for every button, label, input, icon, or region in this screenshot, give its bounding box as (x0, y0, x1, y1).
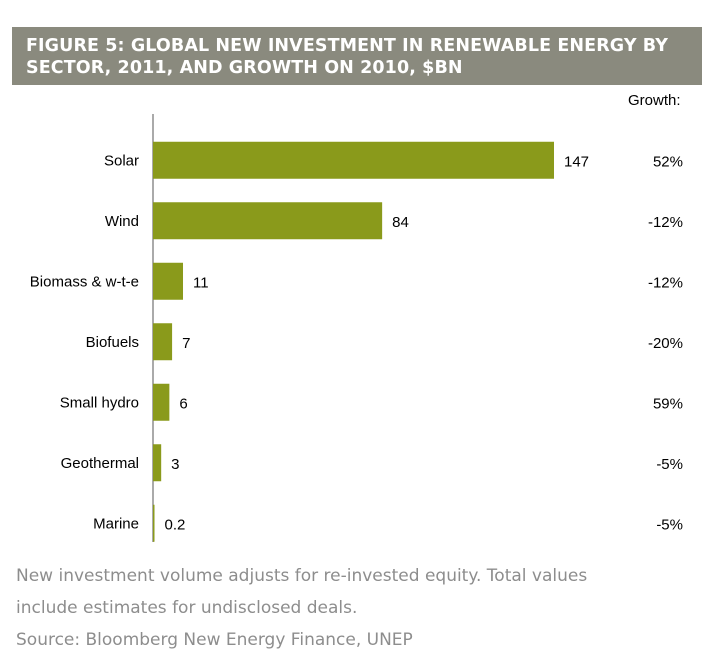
category-label-2: Biomass & w-t-e (30, 273, 139, 290)
value-label-1: 84 (392, 214, 409, 231)
source-line: Source: Bloomberg New Energy Finance, UN… (16, 630, 413, 650)
growth-label-3: -20% (648, 335, 683, 352)
value-label-2: 11 (193, 274, 209, 291)
bar-5 (153, 444, 162, 482)
bar-3 (153, 323, 173, 361)
value-label-5: 3 (171, 456, 179, 473)
bar-1 (153, 202, 383, 240)
growth-column-header: Growth: (628, 92, 681, 109)
chart-notes: New investment volume adjusts for re-inv… (16, 560, 696, 656)
growth-label-2: -12% (648, 274, 683, 291)
growth-label-6: -5% (656, 516, 683, 533)
growth-label-4: 59% (653, 395, 683, 412)
growth-label-0: 52% (653, 153, 683, 170)
bar-2 (153, 262, 184, 300)
bar-0 (153, 141, 554, 179)
category-label-6: Marine (93, 515, 139, 532)
bar-6 (153, 504, 155, 542)
bar-chart: Solar 147 52% Wind 84 -12% Biomass & w-t-e 11 -1… (30, 114, 683, 542)
value-label-6: 0.2 (165, 516, 186, 533)
value-label-0: 147 (564, 153, 589, 170)
category-label-5: Geothermal (61, 455, 139, 472)
value-label-3: 7 (182, 335, 190, 352)
note-line-2: include estimates for undisclosed deals. (16, 598, 358, 618)
bar-4 (153, 383, 170, 421)
note-line-1: New investment volume adjusts for re-inv… (16, 566, 588, 586)
growth-label-1: -12% (648, 214, 683, 231)
category-label-3: Biofuels (86, 334, 139, 351)
category-label-4: Small hydro (60, 394, 139, 411)
category-label-1: Wind (105, 213, 139, 230)
value-label-4: 6 (179, 395, 187, 412)
category-label-0: Solar (104, 152, 139, 169)
figure-title: FIGURE 5: GLOBAL NEW INVESTMENT IN RENEW… (12, 27, 702, 85)
growth-label-5: -5% (656, 456, 683, 473)
